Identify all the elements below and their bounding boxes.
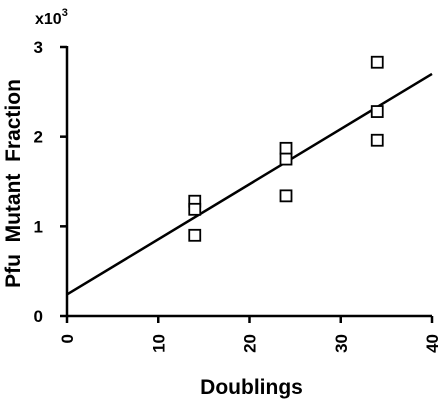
x-axis-title: Doublings xyxy=(200,376,303,399)
x-tick-label: 40 xyxy=(423,334,440,353)
data-point xyxy=(370,133,384,147)
y-tick-label: 1 xyxy=(34,217,43,236)
data-point xyxy=(188,228,202,242)
data-point xyxy=(279,152,293,166)
y-tick-label: 3 xyxy=(34,38,43,57)
axes xyxy=(65,46,432,318)
y-axis-title: Pfu Mutant Fraction xyxy=(2,79,25,288)
x-tick-label: 10 xyxy=(149,334,168,353)
data-point xyxy=(188,202,202,216)
x-tick-label: 0 xyxy=(58,334,77,343)
y-tick-label: 2 xyxy=(34,128,43,147)
data-point xyxy=(370,105,384,118)
x-tick-label: 20 xyxy=(241,334,260,353)
data-point xyxy=(370,55,384,69)
data-point xyxy=(279,141,293,155)
y-tick-label: 0 xyxy=(34,307,43,326)
data-point xyxy=(279,189,293,203)
data-points xyxy=(188,55,384,242)
x-tick-label: 30 xyxy=(332,334,351,353)
y-axis-multiplier: x103 xyxy=(35,7,68,28)
